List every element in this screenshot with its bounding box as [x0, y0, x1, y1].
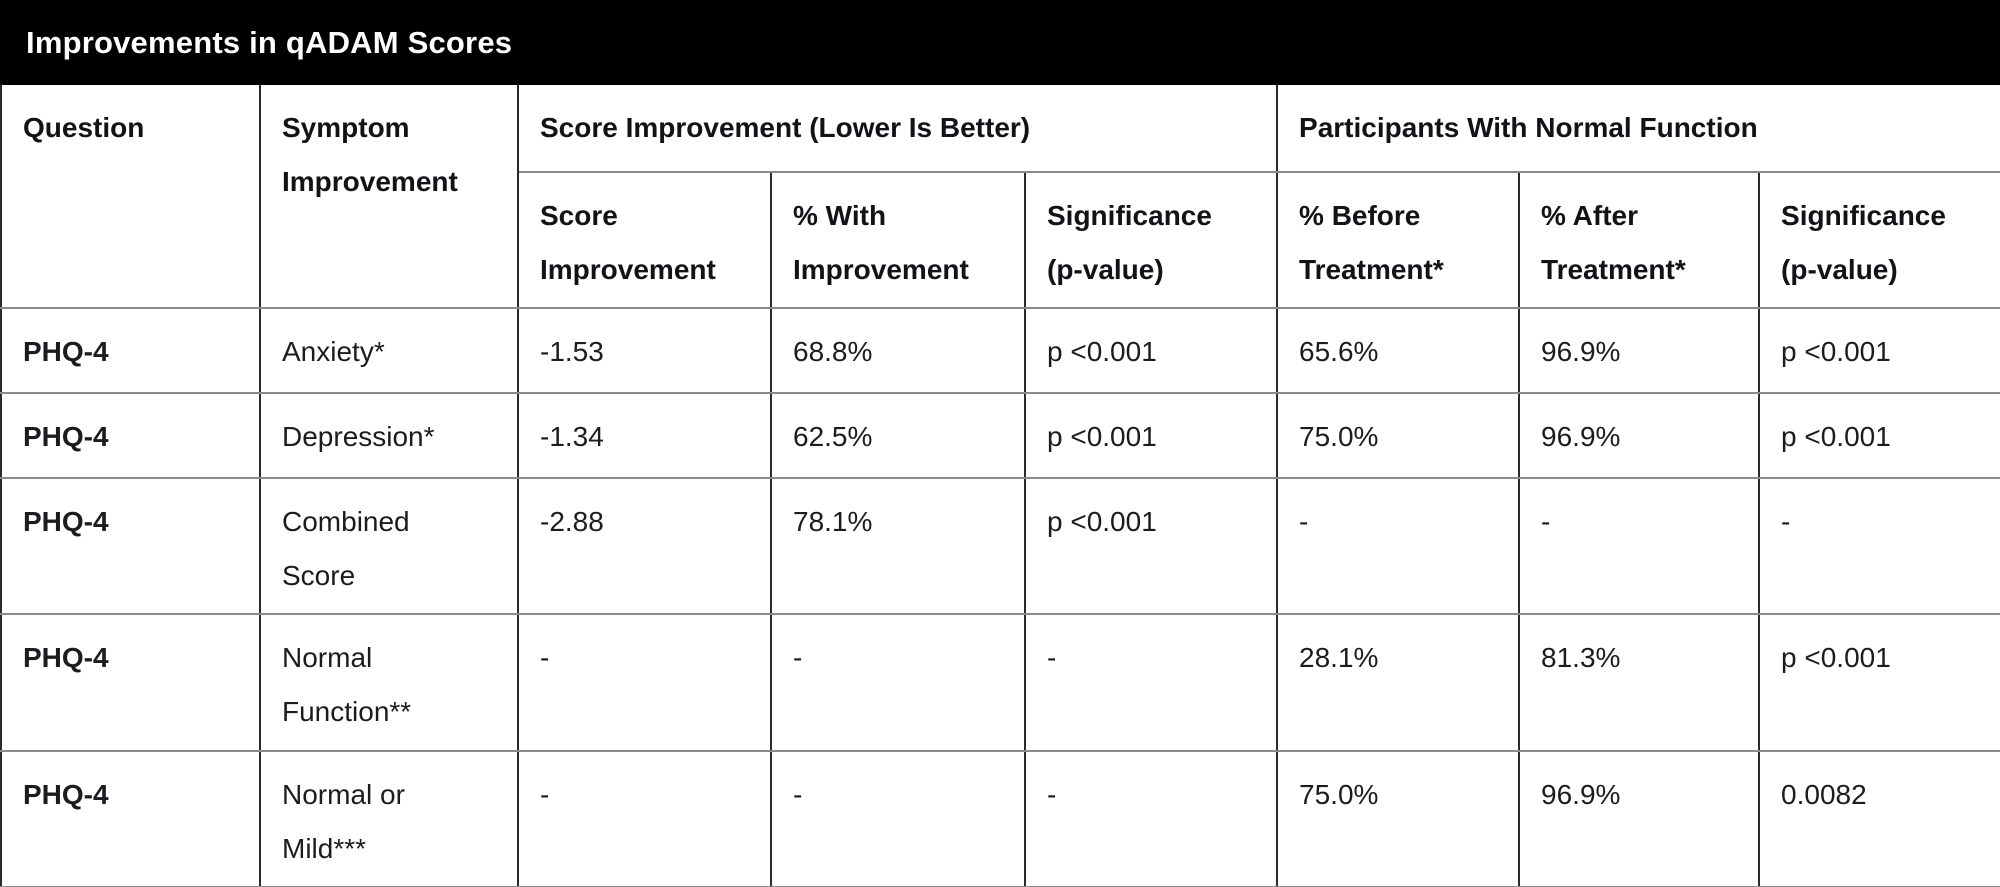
r5-pct-with-improvement-cell: -	[770, 750, 1026, 887]
r2-significance-function-cell: p <0.001	[1758, 392, 2000, 479]
r5-question-cell: PHQ-4	[0, 750, 261, 887]
subheader-significance-function: Significance (p-value)	[1758, 171, 2000, 309]
r1-pct-with-improvement-cell: 68.8%	[770, 307, 1026, 394]
r2-pct-with-improvement-cell: 62.5%	[770, 392, 1026, 479]
r4-symptom-cell: Normal Function**	[259, 613, 519, 752]
r1-symptom-cell: Anxiety*	[259, 307, 519, 394]
row-depression: PHQ-4 Depression* -1.34 62.5% p <0.001 7…	[0, 392, 2000, 479]
r4-pct-with-improvement-cell: -	[770, 613, 1026, 752]
r3-pct-after-cell: -	[1518, 477, 1761, 615]
r4-significance-score-cell: -	[1023, 613, 1279, 752]
r3-score-improvement-cell: -2.88	[517, 477, 772, 615]
subheader-score-improvement: Score Improvement	[517, 171, 772, 309]
r2-score-improvement-cell: -1.34	[517, 392, 772, 479]
r2-question-cell: PHQ-4	[0, 392, 261, 479]
subheader-significance-score: Significance (p-value)	[1023, 171, 1279, 309]
r3-symptom-cell: Combined Score	[259, 477, 519, 615]
r1-significance-score-cell: p <0.001	[1023, 307, 1279, 394]
r2-symptom-cell: Depression*	[259, 392, 519, 479]
table-title-bar: Improvements in qADAM Scores	[0, 0, 2000, 85]
r1-significance-function-cell: p <0.001	[1758, 307, 2000, 394]
r2-pct-before-cell: 75.0%	[1276, 392, 1521, 479]
table-header: Question Symptom Improvement Score Impro…	[0, 85, 2000, 309]
r5-score-improvement-cell: -	[517, 750, 772, 887]
row-anxiety: PHQ-4 Anxiety* -1.53 68.8% p <0.001 65.6…	[0, 307, 2000, 394]
row-normal-or-mild: PHQ-4 Normal or Mild*** - - - 75.0% 96.9…	[0, 750, 2000, 887]
r4-pct-after-cell: 81.3%	[1518, 613, 1761, 752]
r4-score-improvement-cell: -	[517, 613, 772, 752]
r3-pct-before-cell: -	[1276, 477, 1521, 615]
r3-pct-with-improvement-cell: 78.1%	[770, 477, 1026, 615]
r3-question-cell: PHQ-4	[0, 477, 261, 615]
r4-question-cell: PHQ-4	[0, 613, 261, 752]
qadam-scores-table: Question Symptom Improvement Score Impro…	[0, 85, 2000, 887]
row-combined-score: PHQ-4 Combined Score -2.88 78.1% p <0.00…	[0, 477, 2000, 615]
r1-score-improvement-cell: -1.53	[517, 307, 772, 394]
group-header-participants-normal-function: Participants With Normal Function	[1276, 85, 2000, 173]
r4-pct-before-cell: 28.1%	[1276, 613, 1521, 752]
col-header-symptom-improvement: Symptom Improvement	[259, 85, 519, 309]
r5-symptom-cell: Normal or Mild***	[259, 750, 519, 887]
r5-pct-before-cell: 75.0%	[1276, 750, 1521, 887]
group-header-row: Question Symptom Improvement Score Impro…	[0, 85, 2000, 309]
r5-significance-function-cell: 0.0082	[1758, 750, 2000, 887]
subheader-pct-before-treatment: % Before Treatment*	[1276, 171, 1521, 309]
r1-question-cell: PHQ-4	[0, 307, 261, 394]
subheader-pct-with-improvement: % With Improvement	[770, 171, 1026, 309]
sub-header-row: Score Improvement % With Improvement Sig…	[1, 171, 2000, 309]
row-normal-function: PHQ-4 Normal Function** - - - 28.1% 81.3…	[0, 613, 2000, 752]
table-title: Improvements in qADAM Scores	[26, 24, 513, 60]
r5-significance-score-cell: -	[1023, 750, 1279, 887]
r3-significance-score-cell: p <0.001	[1023, 477, 1279, 615]
r3-significance-function-cell: -	[1758, 477, 2000, 615]
group-header-score-improvement: Score Improvement (Lower Is Better)	[516, 85, 1279, 173]
table-body: PHQ-4 Anxiety* -1.53 68.8% p <0.001 65.6…	[0, 307, 2000, 887]
r1-pct-after-cell: 96.9%	[1518, 307, 1761, 394]
r2-pct-after-cell: 96.9%	[1518, 392, 1761, 479]
r1-pct-before-cell: 65.6%	[1276, 307, 1521, 394]
col-header-question: Question	[0, 85, 261, 309]
r2-significance-score-cell: p <0.001	[1023, 392, 1279, 479]
subheader-pct-after-treatment: % After Treatment*	[1518, 171, 1761, 309]
r5-pct-after-cell: 96.9%	[1518, 750, 1761, 887]
r4-significance-function-cell: p <0.001	[1758, 613, 2000, 752]
